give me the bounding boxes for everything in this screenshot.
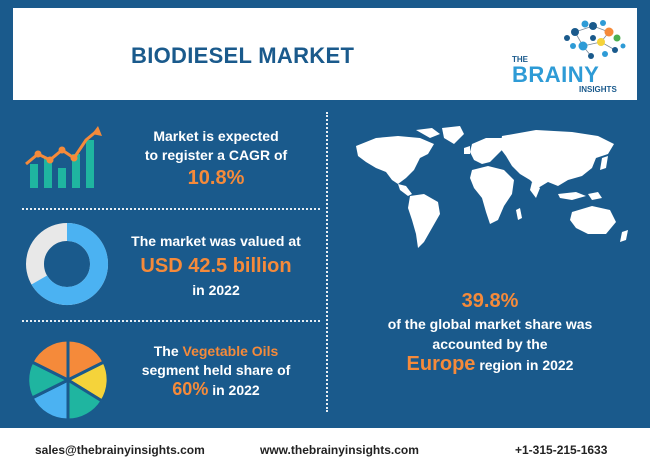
valuation-line2: in 2022 <box>192 282 240 298</box>
logo-text-brainy: BRAINY <box>512 62 600 87</box>
logo-network-icon <box>564 20 626 59</box>
region-name: Europe <box>406 353 476 375</box>
segment-stat: The Vegetable Oils segment held share of… <box>112 342 320 400</box>
region-line3: Europe region in 2022 <box>340 354 640 375</box>
region-share-value: 39.8% <box>461 290 519 312</box>
footer-website-link[interactable]: www.thebrainyinsights.com <box>260 443 419 457</box>
region-line1: of the global market share was <box>387 316 593 332</box>
segment-prefix: The <box>153 343 179 359</box>
segment-line2: segment held share of <box>141 362 291 378</box>
vertical-divider <box>326 112 328 412</box>
donut-chart-icon <box>26 223 108 305</box>
segment-line3: 60% in 2022 <box>112 380 320 400</box>
section-divider <box>22 320 320 322</box>
valuation-value: USD 42.5 billion <box>140 255 292 277</box>
cagr-line2: to register a CAGR of <box>144 147 288 163</box>
pie-chart-icon <box>26 338 110 422</box>
footer-phone[interactable]: +1-315-215-1633 <box>515 443 608 457</box>
footer-bar: sales@thebrainyinsights.com www.thebrain… <box>0 428 650 470</box>
section-divider <box>22 208 320 210</box>
brainy-insights-logo: THE BRAINY INSIGHTS <box>507 18 633 98</box>
logo-text-the: THE <box>512 55 528 64</box>
valuation-stat: The market was valued at USD 42.5 billio… <box>112 232 320 300</box>
region-suffix: region in 2022 <box>479 357 574 373</box>
region-stat: 39.8% of the global market share was acc… <box>340 288 640 375</box>
segment-line1: The Vegetable Oils <box>112 342 320 361</box>
segment-suffix: in 2022 <box>212 382 260 398</box>
cagr-value: 10.8% <box>187 167 245 189</box>
logo-text-insights: INSIGHTS <box>579 85 617 94</box>
world-map <box>356 126 628 248</box>
footer-email-link[interactable]: sales@thebrainyinsights.com <box>35 443 205 457</box>
page-title: BIODIESEL MARKET <box>131 43 355 68</box>
header-panel: BIODIESEL MARKET THE BRA <box>13 8 637 100</box>
region-line2: accounted by the <box>432 336 548 352</box>
cagr-stat: Market is expected to register a CAGR of… <box>112 127 320 191</box>
segment-name: Vegetable Oils <box>182 343 279 359</box>
growth-chart-icon <box>25 126 102 188</box>
cagr-line1: Market is expected <box>153 128 279 144</box>
segment-value: 60% <box>172 379 209 399</box>
valuation-line1: The market was valued at <box>131 233 301 249</box>
